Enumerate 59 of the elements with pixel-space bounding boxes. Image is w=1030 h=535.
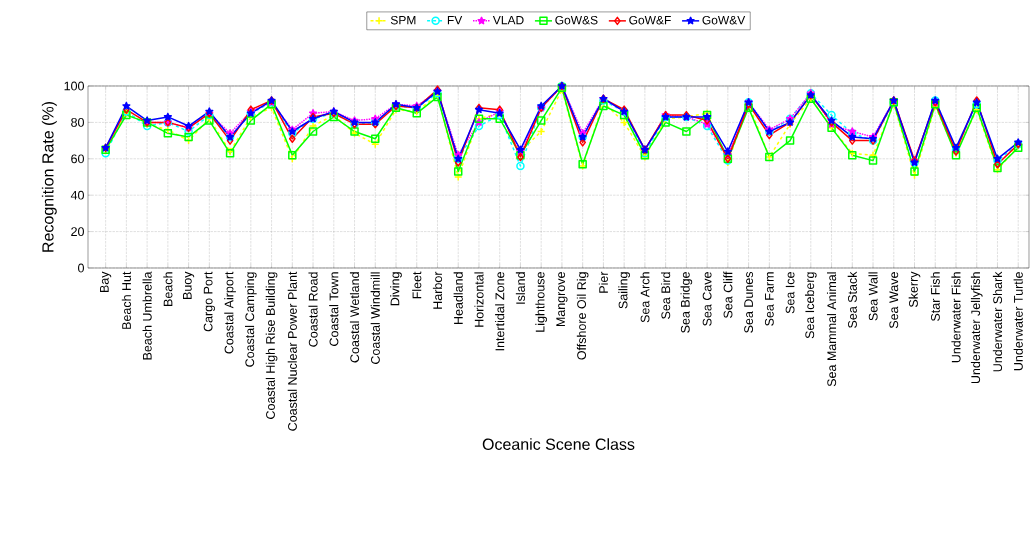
- x-tick-label: Sea Bridge: [680, 272, 693, 333]
- x-tick-label: Sea Dunes: [744, 271, 754, 333]
- x-tick-label: Cargo Port: [203, 271, 215, 332]
- x-tick-label: Coastal Camping: [244, 272, 257, 367]
- x-tick-label: Coastal Road: [308, 272, 318, 347]
- x-tick-label: Beach Hut: [121, 271, 131, 329]
- x-tick-label: Coastal Wetland: [349, 272, 360, 363]
- x-tick-label: Star Fish: [930, 272, 940, 321]
- y-tick-label: 0: [78, 263, 84, 273]
- x-tick-label: Sea Wall: [868, 272, 878, 321]
- x-tick-label: Island: [515, 272, 526, 304]
- x-tick-label: Sea Bird: [661, 272, 671, 319]
- legend-label: SPM: [390, 15, 416, 25]
- x-tick-label: Sea Ice: [785, 272, 795, 314]
- x-tick-label: Beach: [163, 272, 173, 306]
- x-axis-title: Oceanic Scene Class: [482, 438, 635, 450]
- x-tick-label: Sea Cliff: [723, 271, 733, 318]
- y-tick-label: 20: [71, 227, 84, 237]
- x-tick-label: Sailing: [618, 272, 630, 309]
- x-tick-label: Coastal Town: [329, 272, 339, 346]
- x-tick-label: Fleet: [412, 271, 422, 299]
- x-tick-label: Intertidal Zone: [495, 272, 505, 351]
- x-tick-label: Mangrove: [556, 272, 568, 327]
- x-tick-label: Coastal High Rise Building: [265, 272, 278, 419]
- x-tick-label: Diving: [390, 272, 402, 306]
- x-tick-label: Harbor: [432, 271, 443, 309]
- x-tick-label: Sea Farm: [764, 272, 774, 326]
- x-tick-label: Underwater Shark: [992, 271, 1003, 372]
- x-tick-label: Sea Arch: [640, 272, 650, 323]
- legend-label: GoW&F: [629, 15, 671, 25]
- y-axis-title: Recognition Rate (%): [41, 102, 57, 252]
- x-tick-label: Coastal Windmill: [370, 272, 380, 364]
- legend-label: GoW&V: [702, 15, 746, 25]
- x-tick-label: Sea Wave: [889, 272, 899, 329]
- x-tick-label: Offshore Oil Rig: [576, 272, 589, 360]
- x-tick-label: Beach Umbrella: [142, 271, 152, 360]
- x-tick-label: Sea Stack: [847, 271, 857, 328]
- x-tick-label: Horizontal: [474, 272, 484, 327]
- y-tick-label: 60: [71, 154, 84, 164]
- x-tick-label: Buoy: [183, 271, 195, 299]
- x-tick-label: Underwater Fish: [951, 272, 961, 363]
- x-tick-label: Sea Iceberg: [804, 272, 817, 339]
- legend-label: GoW&S: [555, 15, 598, 25]
- legend-label: VLAD: [492, 15, 524, 25]
- x-tick-label: Lighthouse: [535, 272, 548, 332]
- x-tick-label: Underwater Turtle: [1013, 272, 1023, 371]
- x-tick-label: Sea Cave: [702, 272, 712, 326]
- y-tick-label: 80: [71, 117, 84, 127]
- x-tick-label: Underwater Jellyfish: [970, 272, 983, 384]
- y-tick-label: 40: [70, 190, 84, 200]
- x-tick-label: Coastal Airport: [224, 271, 236, 354]
- x-tick-label: Sea Mammal Animal: [826, 272, 837, 387]
- legend-label: FV: [447, 15, 463, 25]
- x-tick-label: Headland: [453, 272, 463, 325]
- x-tick-label: Bay: [100, 271, 112, 293]
- x-tick-label: Skerry: [908, 271, 921, 308]
- x-tick-label: Coastal Nuclear Power Plant: [287, 271, 297, 431]
- x-tick-label: Pier: [598, 271, 608, 293]
- y-tick-label: 100: [64, 81, 84, 91]
